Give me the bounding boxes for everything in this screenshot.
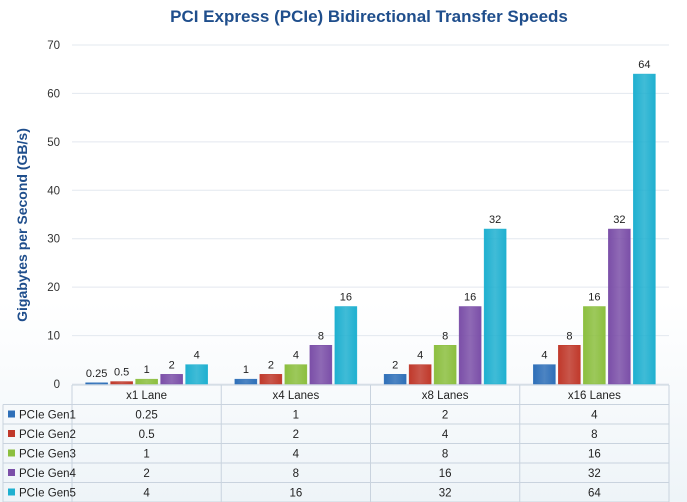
y-tick-label: 50 [47, 137, 60, 149]
legend-swatch [8, 488, 15, 496]
data-label: 4 [541, 350, 547, 362]
table-cell: 0.25 [135, 410, 157, 422]
data-label: 1 [243, 364, 249, 376]
x-category-label: x8 Lanes [422, 390, 469, 402]
legend-swatch [8, 430, 15, 437]
bar [433, 345, 457, 385]
bar [408, 364, 432, 385]
legend-swatch [8, 410, 15, 418]
bar [185, 364, 208, 385]
data-label: 32 [489, 214, 501, 226]
gridlines [72, 44, 669, 385]
bar [284, 364, 308, 385]
bar [85, 382, 108, 385]
data-label: 2 [392, 359, 398, 371]
y-tick-label: 30 [47, 234, 60, 246]
bar [558, 345, 581, 385]
data-label: 8 [566, 330, 572, 342]
legend-series-name: PCIe Gen1 [19, 410, 76, 422]
table-cell: 16 [439, 468, 452, 480]
data-label: 16 [588, 292, 600, 304]
bar [135, 378, 158, 385]
bar [334, 306, 358, 385]
legend-series-name: PCIe Gen3 [19, 449, 76, 461]
table-cell: 2 [442, 410, 448, 422]
bar [533, 364, 556, 385]
table-cell: 1 [143, 449, 149, 461]
table-cell: 4 [442, 429, 449, 441]
table-cell: 2 [143, 468, 149, 480]
table-cell: 0.5 [139, 429, 155, 441]
table-cell: 4 [591, 410, 598, 422]
data-label: 1 [144, 364, 150, 376]
chart-title: PCI Express (PCIe) Bidirectional Transfe… [170, 7, 568, 26]
data-label: 64 [638, 59, 650, 71]
data-label: 0.25 [86, 368, 107, 380]
bar [234, 378, 258, 385]
x-category-label: x1 Lane [126, 390, 167, 402]
data-label: 0.5 [114, 367, 129, 379]
data-label: 16 [340, 292, 352, 304]
table-cell: 2 [293, 429, 299, 441]
data-label: 2 [268, 359, 274, 371]
legend-swatch [8, 449, 15, 457]
bar [608, 228, 631, 385]
data-label: 4 [194, 350, 200, 362]
table-cell: 64 [588, 488, 601, 500]
data-label: 16 [464, 292, 476, 304]
table-cell: 4 [143, 488, 150, 500]
y-tick-label: 10 [47, 331, 60, 343]
y-tick-label: 70 [47, 40, 60, 52]
table-cell: 8 [293, 468, 299, 480]
bar [458, 306, 482, 385]
bar [483, 228, 507, 385]
bar [110, 381, 133, 385]
data-table: x1 Lane x4 Lanes x8 Lanes x16 Lanes PCIe Gen… [2, 384, 670, 502]
y-tick-label: 20 [47, 282, 60, 294]
table-cell: 32 [439, 488, 452, 500]
legend-series-name: PCIe Gen4 [19, 468, 76, 480]
y-axis-ticks: 0 10 20 30 40 50 60 70 [47, 40, 60, 391]
y-axis-label: Gigabytes per Second (GB/s) [14, 128, 30, 322]
table-cell: 4 [293, 449, 300, 461]
data-label: 8 [318, 330, 324, 342]
data-label: 4 [417, 350, 423, 362]
table-cell: 16 [289, 488, 302, 500]
data-label: 4 [293, 350, 299, 362]
table-cell: 16 [588, 449, 601, 461]
y-tick-label: 40 [47, 185, 60, 197]
bar [633, 73, 656, 385]
data-label: 8 [442, 330, 448, 342]
bar [160, 374, 183, 385]
bar [383, 374, 407, 385]
legend-series-name: PCIe Gen2 [19, 429, 76, 441]
bar [583, 306, 606, 385]
data-label: 32 [613, 214, 625, 226]
table-cell: 8 [442, 449, 448, 461]
table-cell: 1 [293, 410, 299, 422]
bar [259, 374, 283, 385]
legend-swatch [8, 469, 15, 476]
y-tick-label: 60 [47, 88, 60, 100]
table-cell: 8 [591, 429, 597, 441]
table-cell: 32 [588, 468, 601, 480]
data-label: 2 [169, 359, 175, 371]
y-tick-label: 0 [54, 379, 60, 391]
legend-series-name: PCIe Gen5 [19, 488, 76, 500]
x-category-label: x4 Lanes [273, 390, 320, 402]
x-category-label: x16 Lanes [568, 390, 621, 402]
bar [309, 345, 333, 385]
